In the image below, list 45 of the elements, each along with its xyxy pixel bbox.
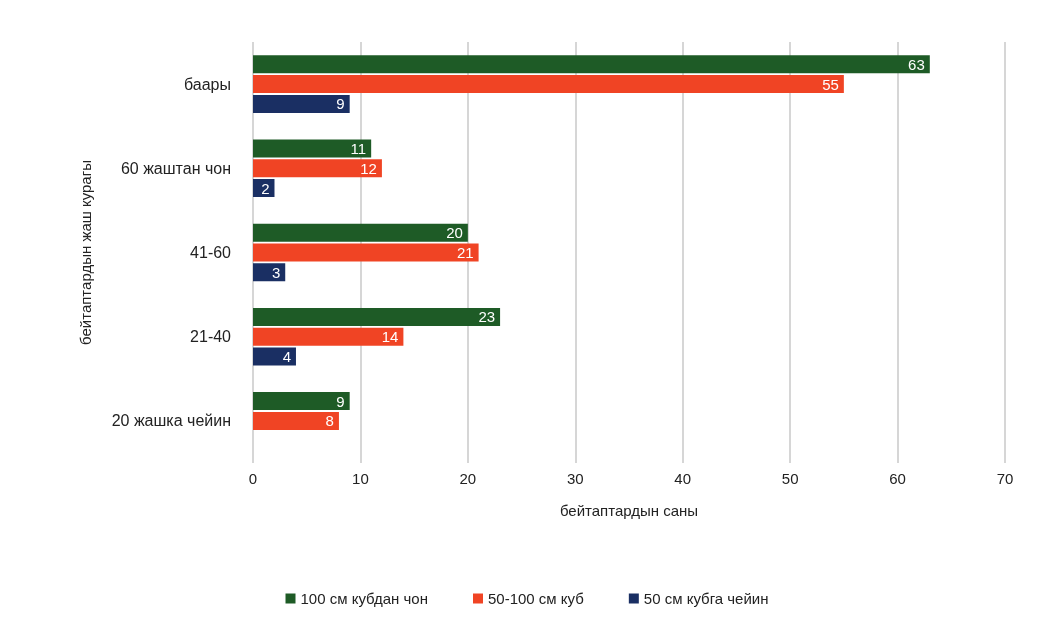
data-label: 20 xyxy=(446,224,463,242)
data-label: 9 xyxy=(336,392,345,410)
bar xyxy=(253,307,501,326)
data-label: 23 xyxy=(478,308,496,326)
bar xyxy=(253,243,479,262)
y-tick-label: 41-60 xyxy=(190,244,232,261)
x-tick-label: 70 xyxy=(996,470,1014,487)
data-label: 4 xyxy=(282,348,291,365)
bar xyxy=(253,347,296,366)
bar xyxy=(253,55,930,74)
data-label: 21 xyxy=(456,244,474,261)
x-tick-label: 50 xyxy=(781,470,799,487)
x-tick-label: 10 xyxy=(352,470,369,487)
data-label: 55 xyxy=(822,75,839,93)
data-label: 3 xyxy=(271,263,281,281)
bar xyxy=(253,411,339,430)
x-tick-label: 0 xyxy=(248,470,258,487)
y-tick-label: 60 жаштан чон xyxy=(120,159,231,177)
y-tick-label: 21-40 xyxy=(190,328,232,346)
bar xyxy=(253,223,468,242)
bar xyxy=(253,159,382,178)
bar xyxy=(253,392,350,411)
y-tick-label: 20 жашка чейин xyxy=(111,412,231,430)
data-label: 8 xyxy=(325,412,334,430)
bar xyxy=(253,139,372,158)
bar xyxy=(253,94,350,113)
data-label: 11 xyxy=(350,140,367,157)
data-label: 2 xyxy=(261,179,270,197)
y-tick-label: баары xyxy=(184,75,231,93)
bar xyxy=(253,327,404,346)
data-label: 63 xyxy=(908,55,925,73)
legend-label: 50 см кубга чейин xyxy=(643,590,769,607)
data-label: 9 xyxy=(336,95,345,113)
bar xyxy=(253,263,286,282)
data-label: 14 xyxy=(381,328,399,346)
bar xyxy=(253,75,844,94)
x-tick-label: 30 xyxy=(566,470,584,487)
data-label: 12 xyxy=(360,159,377,177)
legend-label: 100 см кубдан чон xyxy=(300,590,428,607)
x-tick-label: 60 xyxy=(889,470,906,487)
legend-label: 50-100 см куб xyxy=(487,590,584,607)
x-axis-title: бейтаптардын саны xyxy=(559,502,699,519)
x-tick-label: 20 xyxy=(459,470,477,487)
x-tick-label: 40 xyxy=(674,470,692,487)
y-axis-title: бейтаптардын жаш курагы xyxy=(77,160,94,345)
